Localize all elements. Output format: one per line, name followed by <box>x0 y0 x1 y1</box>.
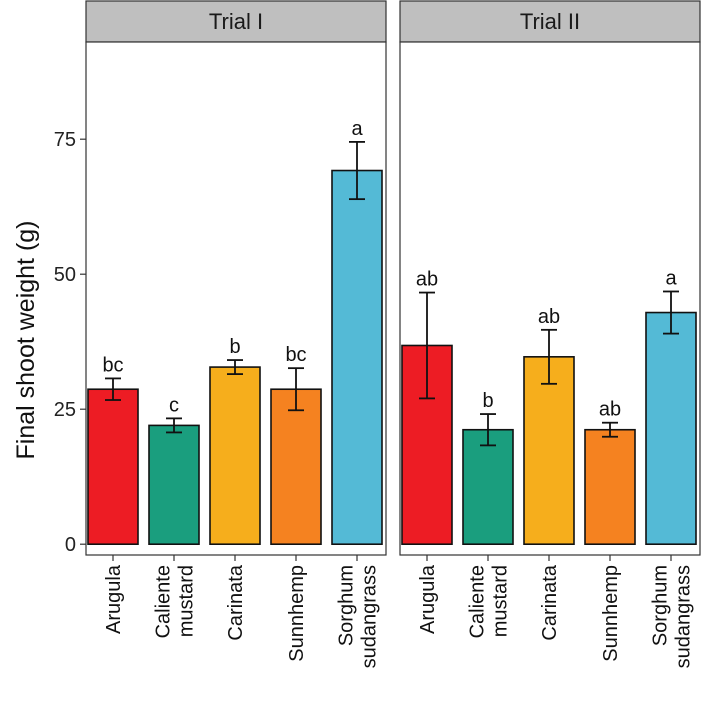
significance-label: bc <box>285 344 306 366</box>
significance-label: b <box>482 390 493 412</box>
significance-label: bc <box>102 354 123 376</box>
bar <box>331 169 383 545</box>
bar <box>401 344 453 546</box>
x-tick-label: Arugula <box>417 564 439 634</box>
significance-label: ab <box>538 306 560 328</box>
x-tick-label: Sunnhemp <box>600 565 622 662</box>
significance-label: ab <box>599 399 621 421</box>
y-tick-label: 25 <box>54 399 76 421</box>
bar <box>584 428 636 546</box>
bar <box>645 311 697 546</box>
bar <box>270 388 322 545</box>
significance-label: b <box>229 336 240 358</box>
panel-strip <box>85 0 387 43</box>
x-tick-label: Arugula <box>103 564 125 634</box>
significance-label: c <box>169 394 179 416</box>
y-tick-label: 0 <box>65 534 76 556</box>
bar <box>148 424 200 545</box>
x-tick-label: Carinata <box>539 564 561 640</box>
bar <box>523 356 575 546</box>
x-tick-label: mustard <box>176 565 198 637</box>
x-tick-label: Caliente <box>153 565 175 638</box>
significance-label: a <box>351 118 363 140</box>
panel-1: Trial I bc Arugula c Caliente mustard b Carinat… <box>85 0 387 668</box>
x-tick-label: Carinata <box>225 564 247 640</box>
x-tick-label: Sorghum <box>650 565 672 646</box>
bar <box>462 428 514 546</box>
panel-2: Trial II ab Arugula b Caliente mustard ab Carin… <box>399 0 701 668</box>
significance-label: a <box>665 267 677 289</box>
panel-title: Trial II <box>520 9 580 34</box>
significance-label: ab <box>416 269 438 291</box>
bar <box>87 388 139 545</box>
x-tick-label: Sorghum <box>336 565 358 646</box>
x-tick-label: Sunnhemp <box>286 565 308 662</box>
x-tick-label: Caliente <box>467 565 489 638</box>
x-tick-label: sudangrass <box>359 565 381 668</box>
y-axis-title: Final shoot weight (g) <box>12 220 40 459</box>
y-tick-label: 75 <box>54 129 76 151</box>
y-axis: 0 25 50 75 <box>54 129 86 556</box>
bar <box>209 366 261 545</box>
x-tick-label: sudangrass <box>673 565 695 668</box>
x-tick-label: mustard <box>490 565 512 637</box>
panel-title: Trial I <box>209 9 263 34</box>
panel-strip <box>399 0 701 43</box>
y-tick-label: 50 <box>54 264 76 286</box>
